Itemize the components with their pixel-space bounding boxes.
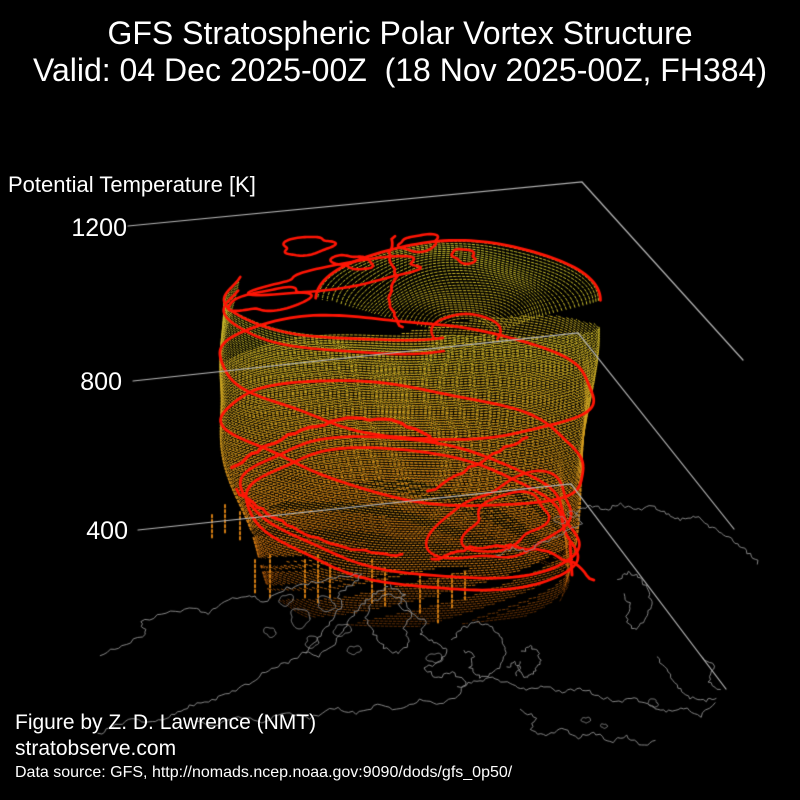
figure-title: GFS Stratospheric Polar Vortex Structure xyxy=(107,15,693,51)
z-axis-label: Potential Temperature [K] xyxy=(8,172,256,197)
z-tick-400: 400 xyxy=(86,517,128,545)
z-tick-1200: 1200 xyxy=(71,214,127,242)
data-source-note: Data source: GFS, http://nomads.ncep.noa… xyxy=(15,764,513,781)
figure-credit: Figure by Z. D. Lawrence (NMT) xyxy=(15,711,317,734)
figure-subtitle: Valid: 04 Dec 2025-00Z (18 Nov 2025-00Z,… xyxy=(32,52,767,88)
website-url: stratobserve.com xyxy=(15,737,177,760)
z-tick-800: 800 xyxy=(80,368,122,396)
